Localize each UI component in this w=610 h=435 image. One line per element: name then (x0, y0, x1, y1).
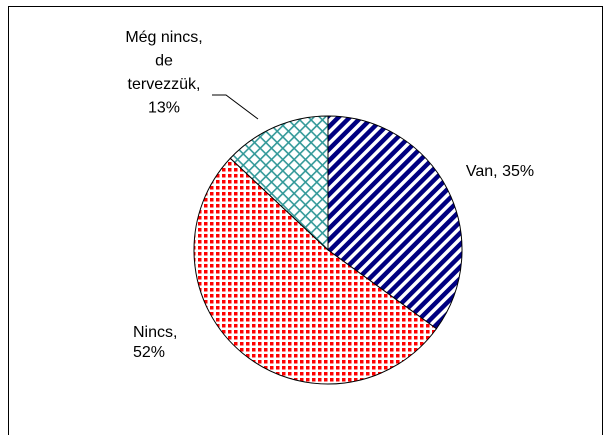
data-label: de (155, 53, 173, 70)
pie-slice (229, 115, 329, 252)
pie-slice (193, 157, 438, 385)
data-label: 52% (133, 344, 165, 361)
data-label: tervezzük, (128, 76, 201, 93)
data-label: Nincs, (133, 324, 177, 341)
pie-slice (327, 115, 463, 330)
data-label: Van, 35% (466, 163, 534, 180)
data-label: 13% (148, 100, 180, 117)
leader-line (212, 94, 259, 120)
data-label: Még nincs, (125, 29, 202, 46)
